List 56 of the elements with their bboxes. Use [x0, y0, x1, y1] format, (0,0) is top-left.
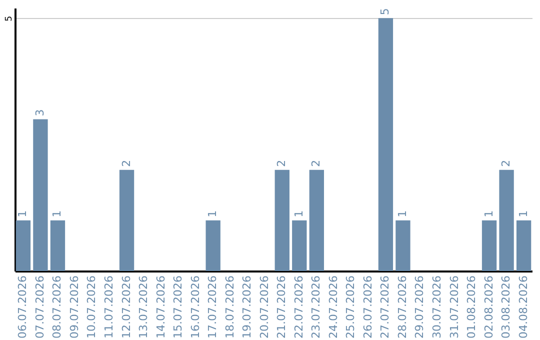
bar	[396, 220, 410, 271]
bar	[516, 220, 532, 271]
data-label: 2	[310, 160, 323, 167]
x-tick-label: 04.08.2026	[516, 276, 530, 338]
bar	[378, 18, 394, 271]
bar	[33, 119, 48, 271]
x-tick-label: 14.07.2026	[154, 276, 168, 338]
x-tick-label: 29.07.2026	[413, 276, 426, 338]
data-label: 1	[292, 210, 306, 218]
bar	[206, 220, 220, 271]
x-tick-label: 18.07.2026	[223, 276, 236, 338]
data-label: 1	[396, 210, 409, 218]
x-tick-label: 24.07.2026	[326, 276, 340, 338]
x-tick-label: 01.08.2026	[465, 276, 478, 338]
x-tick-label: 28.07.2026	[396, 276, 409, 338]
bar	[309, 170, 324, 271]
x-tick-label: 26.07.2026	[361, 276, 374, 338]
data-label: 1	[516, 210, 530, 218]
data-label: 2	[275, 160, 288, 167]
x-tick-label: 20.07.2026	[258, 276, 271, 338]
x-tick-label: 08.07.2026	[50, 276, 64, 338]
x-tick-label: 13.07.2026	[137, 276, 150, 338]
x-tick-label: 06.07.2026	[16, 276, 30, 338]
x-tick-label: 11.07.2026	[102, 276, 116, 338]
bar	[50, 220, 66, 271]
x-tick-label: 10.07.2026	[85, 276, 98, 338]
x-tick-label: 27.07.2026	[378, 276, 392, 338]
x-tick-label: 16.07.2026	[188, 276, 202, 338]
bar	[119, 170, 134, 271]
x-tick-label: 17.07.2026	[206, 276, 220, 338]
x-tick-label: 12.07.2026	[120, 276, 133, 338]
bar	[292, 220, 307, 271]
bar	[274, 170, 290, 271]
data-label: 1	[16, 210, 30, 218]
data-label: 1	[206, 210, 220, 218]
x-tick-label: 31.07.2026	[448, 276, 461, 338]
x-tick-label: 03.08.2026	[500, 276, 513, 338]
x-tick-label: 07.07.2026	[33, 276, 46, 338]
data-label: 1	[50, 210, 64, 218]
x-tick-label: 21.07.2026	[275, 276, 288, 338]
x-tick-label: 22.07.2026	[292, 276, 306, 338]
x-tick-label: 15.07.2026	[172, 276, 185, 338]
x-tick-label: 09.07.2026	[68, 276, 81, 338]
data-label: 1	[482, 210, 496, 218]
x-tick-label: 25.07.2026	[344, 276, 358, 338]
data-label: 5	[378, 8, 392, 16]
data-label: 3	[33, 109, 46, 116]
bar	[499, 170, 514, 271]
data-label: 2	[500, 160, 513, 167]
bar	[16, 220, 31, 271]
x-tick-label: 30.07.2026	[430, 276, 444, 338]
data-label: 2	[120, 160, 133, 167]
bar	[482, 220, 497, 271]
x-tick-label: 02.08.2026	[482, 276, 496, 338]
x-tick-label: 19.07.2026	[240, 276, 254, 338]
x-tick-label: 23.07.2026	[310, 276, 323, 338]
